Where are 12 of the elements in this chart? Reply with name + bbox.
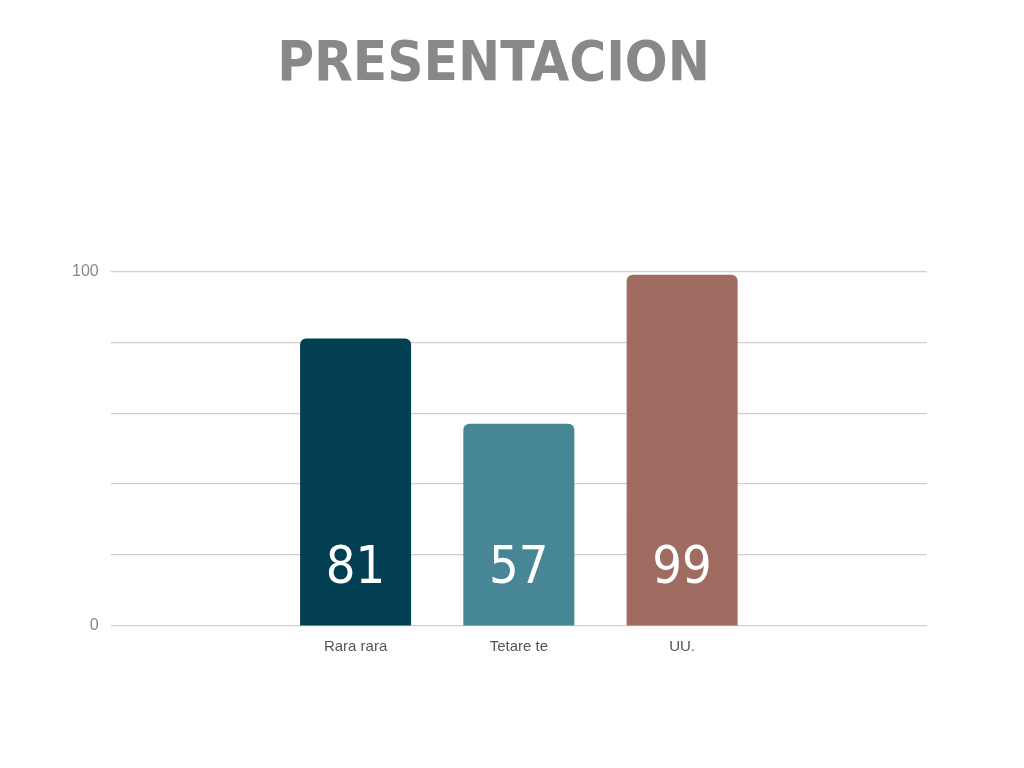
bar bbox=[463, 423, 575, 626]
data-label: 57 bbox=[489, 534, 549, 595]
x-tick-label: Rara rara bbox=[323, 637, 388, 655]
data-label: 81 bbox=[325, 534, 386, 595]
data-label: 99 bbox=[652, 534, 712, 595]
y-tick-label: 100 bbox=[71, 261, 99, 279]
bar bbox=[626, 274, 738, 626]
chart-title: PRESENTACION bbox=[277, 28, 710, 94]
x-tick-label: Tetare te bbox=[489, 637, 549, 655]
bar bbox=[300, 338, 412, 626]
x-tick-label: UU. bbox=[669, 637, 696, 655]
y-tick-label: 0 bbox=[89, 616, 99, 634]
